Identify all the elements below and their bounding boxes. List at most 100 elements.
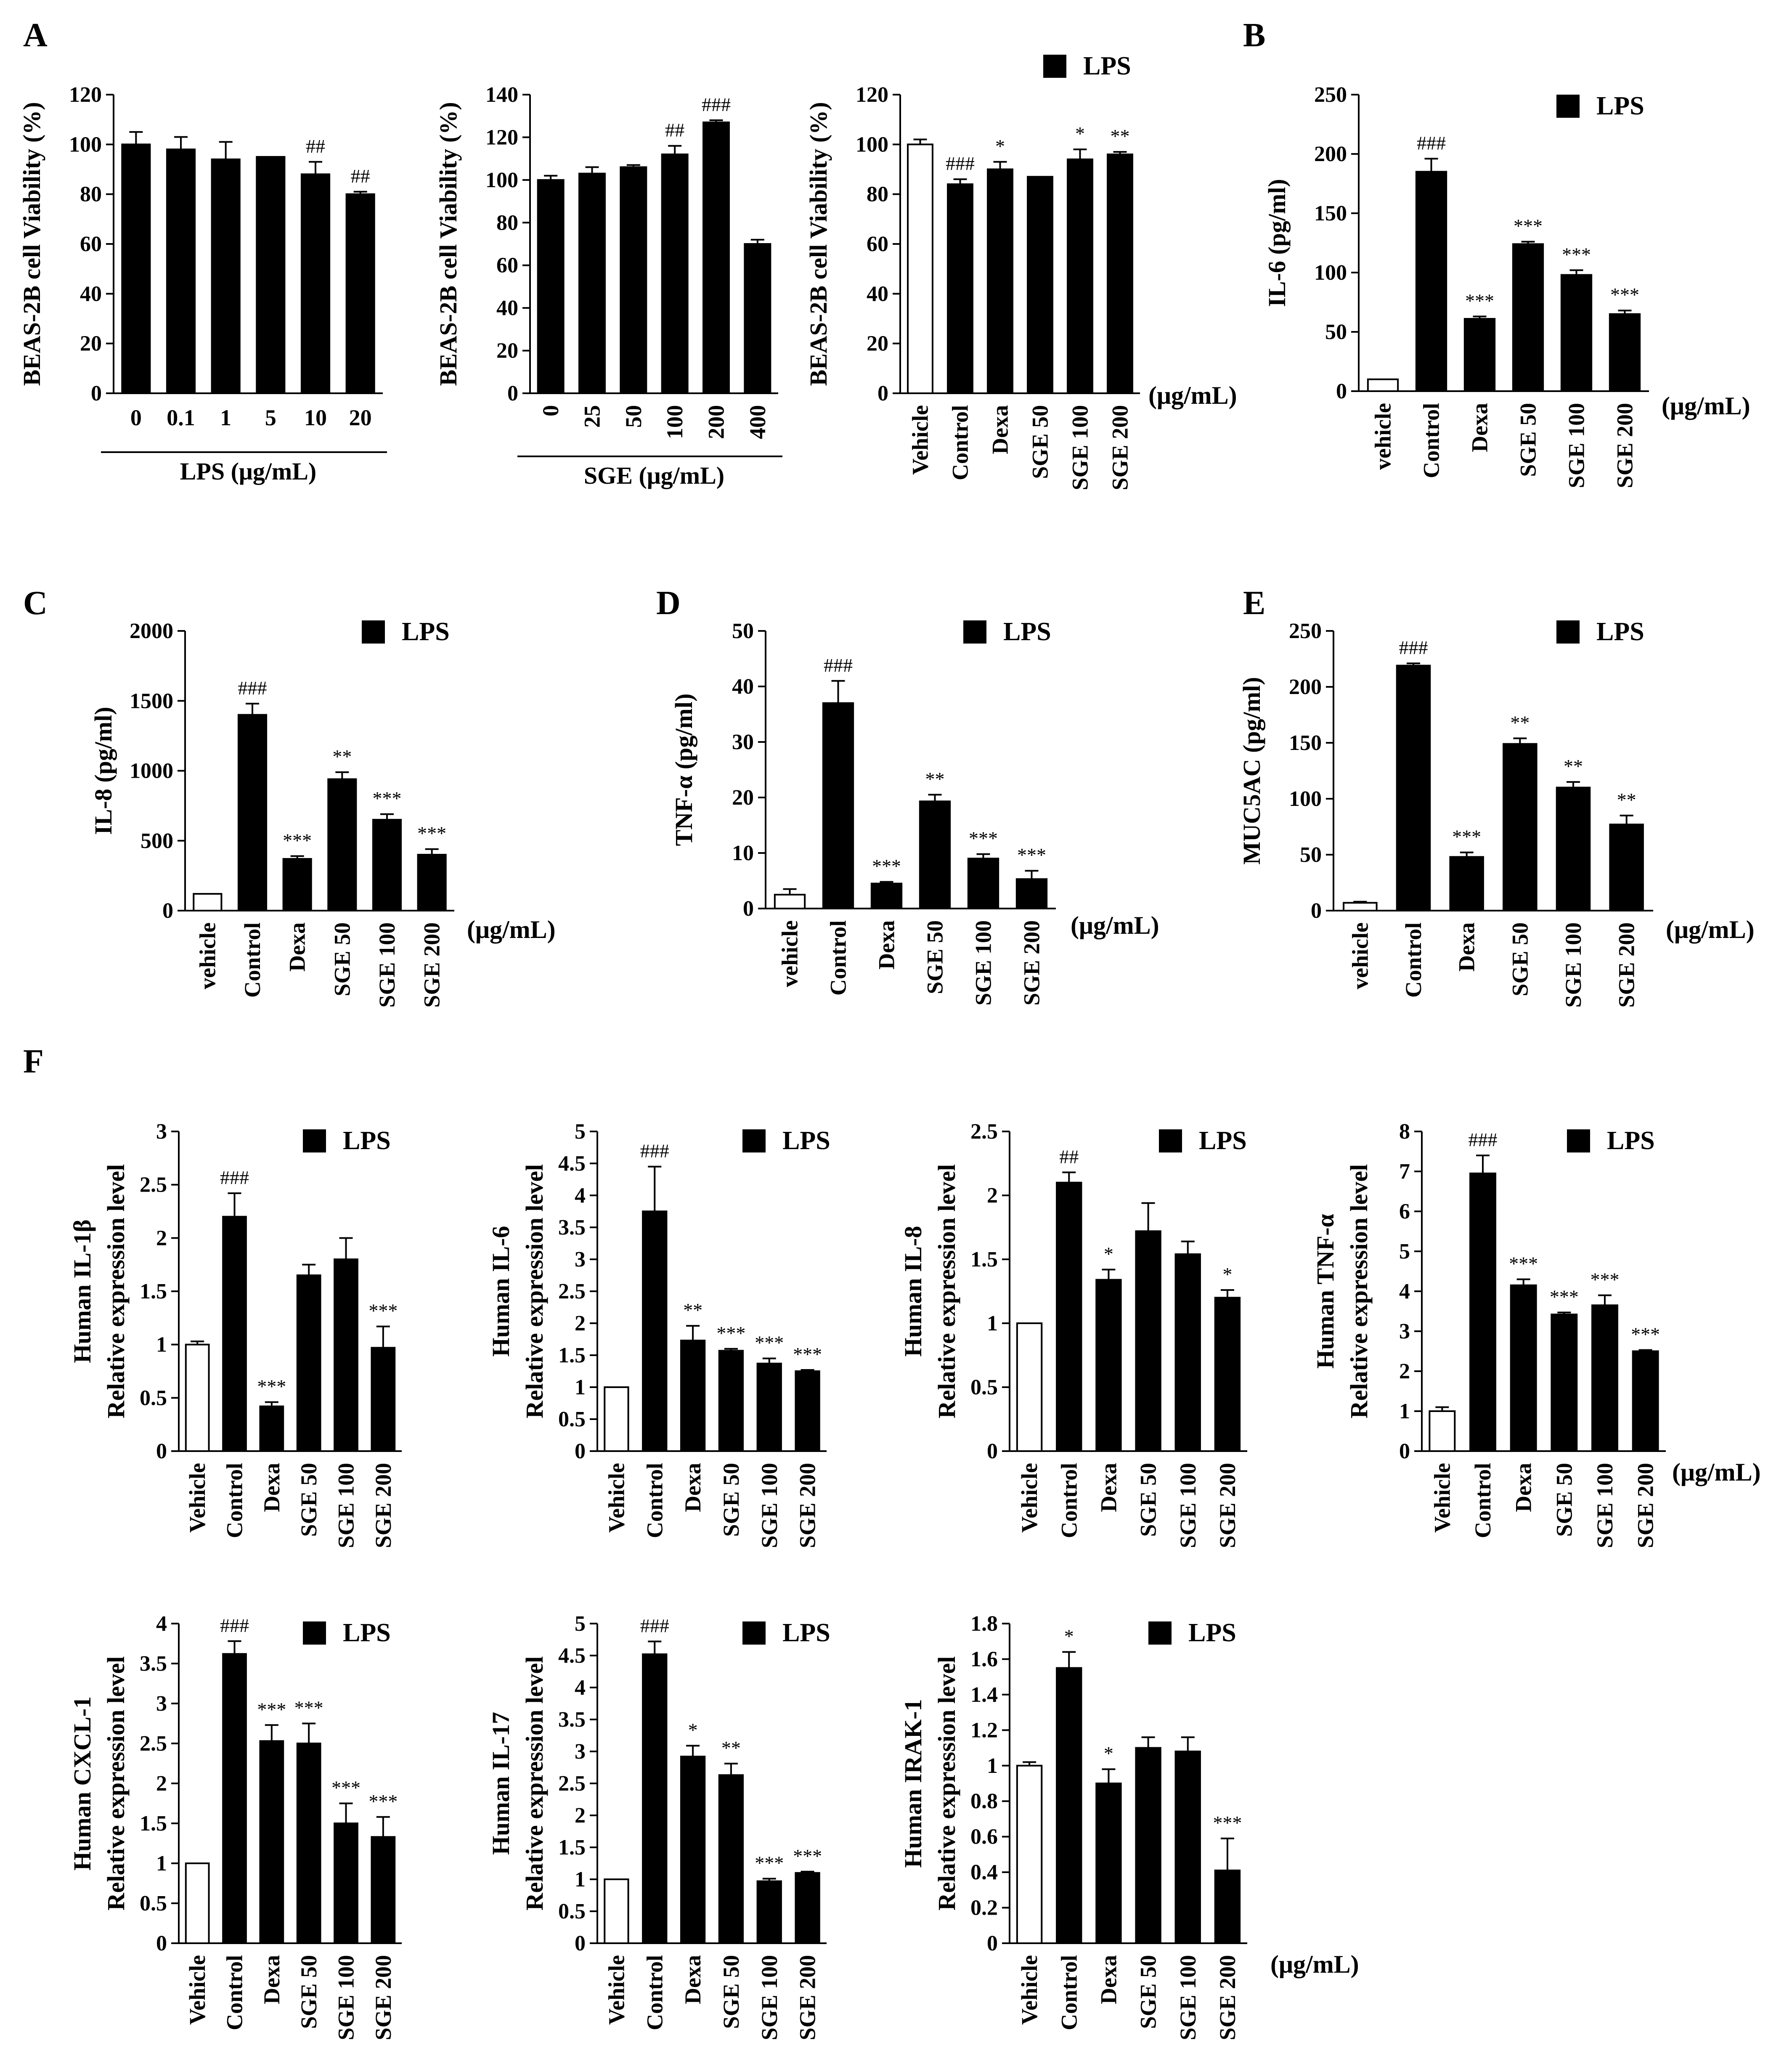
significance-marker: ***	[969, 828, 998, 849]
category-label: Control	[240, 922, 265, 998]
units-label: (μg/mL)	[1666, 916, 1755, 943]
significance-marker: ###	[220, 1167, 249, 1188]
significance-marker: ##	[306, 135, 325, 157]
panel-letter: E	[1243, 585, 1265, 622]
legend-swatch	[1148, 1621, 1172, 1645]
legend-label: LPS	[402, 617, 450, 646]
category-label: SGE 200	[795, 1955, 820, 2040]
significance-marker: ***	[872, 856, 901, 877]
legend-label: LPS	[1083, 52, 1131, 80]
significance-marker: ###	[702, 94, 731, 115]
y-tick-label: 0.5	[970, 1375, 998, 1399]
y-axis-subtitle: Relative expression level	[102, 1656, 130, 1911]
legend-swatch	[1567, 1129, 1590, 1152]
y-tick-label: 0	[987, 1931, 998, 1955]
bar	[334, 1823, 358, 1944]
y-tick-label: 0	[575, 1931, 586, 1955]
category-label: Control	[1401, 922, 1426, 998]
bar	[372, 819, 402, 911]
legend-label: LPS	[343, 1126, 391, 1155]
bar	[1551, 1314, 1578, 1452]
y-tick-label: 0	[507, 381, 518, 405]
category-label: SGE 100	[971, 920, 996, 1006]
y-axis-title: Human IL-1β	[69, 1219, 96, 1363]
bar	[121, 143, 151, 395]
y-tick-label: 1.5	[558, 1343, 586, 1367]
group-label: SGE (μg/mL)	[584, 462, 724, 489]
y-axis-subtitle: Relative expression level	[933, 1656, 960, 1911]
category-label: Vehicle	[604, 1463, 629, 1533]
y-tick-label: 1	[987, 1754, 998, 1778]
category-label: SGE 100	[1592, 1463, 1617, 1548]
significance-marker: *	[1104, 1743, 1113, 1764]
bar	[1135, 1230, 1161, 1452]
y-tick-label: 120	[69, 83, 102, 107]
bar	[744, 243, 771, 394]
category-label: SGE 50	[296, 1955, 321, 2029]
legend-swatch	[362, 620, 385, 644]
category-label: Control	[222, 1955, 247, 2030]
y-tick-label: 250	[1289, 619, 1322, 643]
bar	[222, 1216, 247, 1452]
legend-label: LPS	[1596, 92, 1644, 120]
significance-marker: ***	[368, 1791, 398, 1812]
legend-swatch	[1159, 1129, 1182, 1152]
category-label: SGE 200	[1633, 1463, 1658, 1548]
bar	[1107, 154, 1133, 394]
bar	[1591, 1304, 1618, 1452]
y-tick-label: 100	[1314, 261, 1347, 285]
y-tick-label: 1	[156, 1852, 167, 1876]
bar	[642, 1653, 668, 1944]
y-tick-label: 120	[856, 83, 888, 107]
category-label: SGE 100	[1561, 922, 1586, 1008]
y-axis-title: Human IL-17	[487, 1712, 514, 1855]
bar	[1016, 1764, 1043, 1944]
y-tick-label: 60	[80, 232, 102, 256]
category-label: vehicle	[195, 922, 220, 989]
bar	[1095, 1279, 1122, 1452]
y-tick-label: 100	[856, 132, 888, 156]
y-tick-label: 0.5	[140, 1892, 167, 1915]
legend-swatch	[742, 1129, 766, 1152]
chart-a2: 0 20 40 60 80 100 120 140 BEAS-2B cell Viability…	[435, 83, 782, 489]
category-label: 50	[621, 405, 646, 428]
y-tick-label: 80	[80, 183, 102, 207]
y-tick-label: 2	[156, 1772, 167, 1796]
category-label: Vehicle	[1429, 1463, 1455, 1533]
y-axis-title: Human IL-6	[487, 1226, 514, 1356]
group-label: LPS (μg/mL)	[180, 458, 317, 485]
chart-c: C 0 500 1000 1500 2000 IL-8 (pg/ml) vehicle ### C…	[23, 585, 556, 1008]
y-tick-label: 3	[1399, 1319, 1410, 1343]
category-label: SGE 50	[1507, 922, 1532, 996]
bar	[1015, 878, 1048, 910]
bar	[620, 166, 647, 394]
y-axis-subtitle: Relative expression level	[933, 1164, 960, 1419]
significance-marker: ***	[283, 829, 312, 851]
bar	[1214, 1869, 1241, 1944]
chart-f6: 0 0.5 1 1.5 2 2.5 3 3.5 4 4.5 5 Human IL-17 Relative…	[487, 1612, 830, 2040]
significance-marker: ***	[1452, 826, 1481, 848]
y-tick-label: 80	[867, 183, 888, 207]
y-tick-label: 20	[732, 786, 754, 810]
significance-marker: **	[683, 1299, 702, 1321]
category-label: 25	[580, 405, 605, 428]
chart-f2: 0 0.5 1 1.5 2 2.5 3 3.5 4 4.5 5 Human IL-6 Relative …	[487, 1120, 830, 1548]
y-axis-title: MUC5AC (pg/ml)	[1238, 677, 1265, 864]
bar	[795, 1370, 820, 1452]
significance-marker: *	[688, 1719, 698, 1741]
significance-marker: ***	[793, 1343, 822, 1365]
legend-swatch	[1556, 95, 1580, 118]
significance-marker: ***	[1591, 1269, 1620, 1290]
category-label: SGE 200	[1108, 405, 1133, 490]
bar	[1016, 1322, 1043, 1452]
y-tick-label: 3.5	[140, 1652, 167, 1676]
legend-label: LPS	[782, 1619, 830, 1647]
category-label: SGE 200	[795, 1463, 820, 1548]
y-tick-label: 50	[1325, 320, 1347, 344]
category-label: Dexa	[259, 1955, 284, 2004]
panel-letter: F	[23, 1043, 44, 1080]
chart-f4: 0 1 2 3 4 5 6 7 8 Human TNF-α Relative expression …	[1312, 1120, 1761, 1548]
chart-f1: F 0 0.5 1 1.5 2 2.5 3 Human IL-1β Relative expres…	[23, 1043, 402, 1548]
category-label: Vehicle	[185, 1955, 210, 2025]
bar	[1027, 176, 1053, 394]
